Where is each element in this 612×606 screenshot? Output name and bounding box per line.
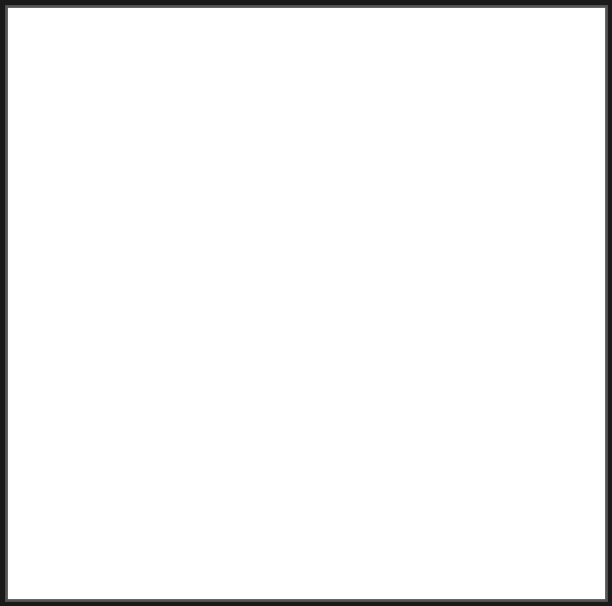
Circle shape [536, 64, 560, 88]
Text: 8: 8 [502, 59, 507, 68]
Circle shape [569, 161, 594, 185]
Text: 15: 15 [295, 418, 305, 424]
Bar [92, 182, 447, 370]
Bar [21, 121, 92, 418]
Text: 3: 3 [209, 53, 214, 62]
Circle shape [153, 409, 177, 433]
Text: 3.  INTAKE MANIFOLD AIR HEATER/ELEMENTS: 3. INTAKE MANIFOLD AIR HEATER/ELEMENTS [18, 579, 215, 588]
Text: 7: 7 [441, 59, 446, 68]
Circle shape [199, 45, 223, 70]
FancyBboxPatch shape [148, 467, 207, 506]
Text: 2: 2 [99, 59, 103, 68]
Circle shape [352, 52, 376, 76]
Circle shape [367, 409, 392, 433]
Circle shape [31, 52, 55, 76]
Text: DIESEL: DIESEL [267, 19, 345, 38]
Circle shape [431, 52, 456, 76]
Text: 17: 17 [160, 418, 170, 424]
Circle shape [474, 382, 499, 406]
Circle shape [566, 76, 591, 100]
Bar [92, 48, 545, 182]
Circle shape [288, 409, 312, 433]
Circle shape [21, 218, 46, 242]
Bar [447, 115, 578, 376]
Text: 14: 14 [375, 418, 384, 424]
Circle shape [266, 45, 291, 70]
Bar [12, 30, 600, 458]
Text: 10: 10 [573, 85, 583, 91]
Circle shape [300, 45, 324, 70]
Text: 14.  FUEL DRAIN TUBE: 14. FUEL DRAIN TUBE [318, 573, 416, 582]
Circle shape [493, 52, 517, 76]
Circle shape [21, 155, 46, 179]
Text: 16: 16 [222, 418, 231, 424]
Text: 12.  FUEL SUPPLY LINE
       (LOW-PRESSURE, TO ENGINE): 12. FUEL SUPPLY LINE (LOW-PRESSURE, TO E… [318, 468, 465, 488]
Bar [21, 406, 588, 451]
Circle shape [89, 52, 113, 76]
Text: 11: 11 [577, 170, 586, 176]
Text: 20: 20 [29, 164, 39, 170]
Text: 1: 1 [40, 59, 45, 68]
Text: 1.  ENGINE COOLANT  TEMPERATURE (ECT) SENSOR: 1. ENGINE COOLANT TEMPERATURE (ECT) SENS… [18, 468, 243, 477]
Text: 13: 13 [482, 391, 491, 397]
Bar [107, 255, 239, 367]
Text: 18: 18 [29, 288, 39, 294]
Text: 19: 19 [29, 227, 39, 233]
Text: 12: 12 [577, 267, 586, 273]
FancyBboxPatch shape [23, 459, 97, 508]
Text: 21: 21 [29, 97, 39, 103]
Text: 13.  FUEL RETURN LINE CONNECTION
       (TO FUEL TANK): 13. FUEL RETURN LINE CONNECTION (TO FUEL… [318, 516, 480, 537]
Text: 5: 5 [310, 53, 315, 62]
Circle shape [21, 88, 46, 112]
Bar [12, 464, 600, 597]
Text: 9: 9 [545, 72, 550, 80]
Text: 2.  THROTTLE LEVER BELLCRANK AND
     APPS (ACCELERATOR PEDAL POSITION SENSOR)
 : 2. THROTTLE LEVER BELLCRANK AND APPS (AC… [18, 506, 241, 538]
Bar [21, 36, 588, 451]
Text: c1
connetor: c1 connetor [32, 473, 88, 494]
Bar [119, 294, 161, 333]
Bar [171, 294, 213, 333]
Circle shape [21, 279, 46, 303]
Circle shape [569, 258, 594, 282]
Text: 6: 6 [362, 59, 367, 68]
Text: ECM: ECM [161, 479, 194, 494]
Text: 4: 4 [276, 53, 281, 62]
Circle shape [214, 409, 239, 433]
